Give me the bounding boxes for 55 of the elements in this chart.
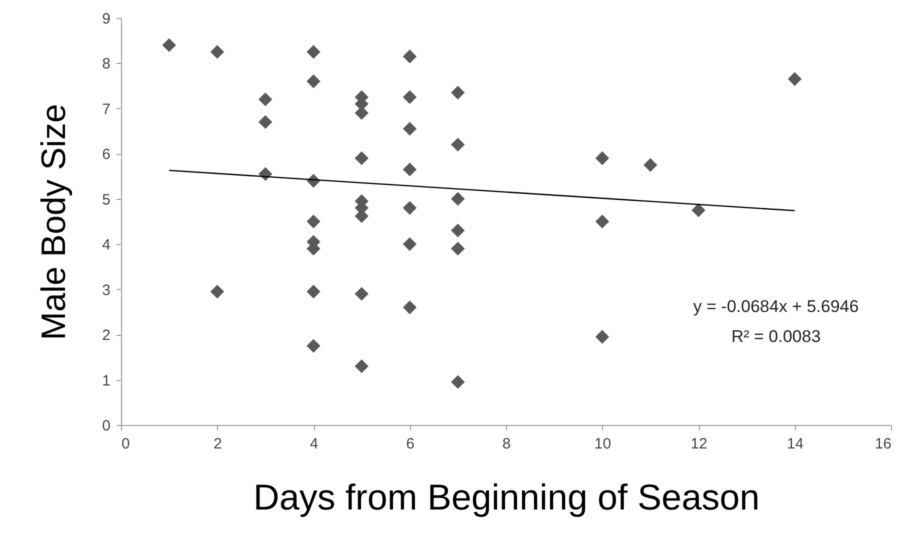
point bbox=[595, 330, 610, 344]
point bbox=[450, 242, 465, 256]
x-tick-label: 0 bbox=[122, 436, 130, 452]
y-tick-label: 3 bbox=[102, 282, 110, 299]
x-tick-label: 8 bbox=[502, 436, 511, 452]
x-axis-title: Days from Beginning of Season bbox=[253, 476, 760, 518]
point bbox=[450, 192, 465, 206]
y-tick-label: 6 bbox=[102, 146, 110, 164]
point bbox=[306, 338, 320, 353]
x-tick-label: 16 bbox=[874, 436, 892, 452]
point bbox=[354, 286, 369, 301]
annotation: R² = 0.0083 bbox=[731, 327, 821, 346]
x-tick-label: 4 bbox=[310, 436, 318, 452]
point bbox=[402, 122, 417, 136]
x-tick-label: 12 bbox=[690, 436, 708, 452]
point bbox=[595, 151, 610, 166]
point bbox=[450, 224, 465, 238]
point bbox=[450, 138, 465, 152]
point bbox=[210, 45, 224, 59]
x-tick-label: 2 bbox=[214, 436, 222, 452]
y-tick-label: 5 bbox=[102, 191, 110, 208]
point bbox=[692, 203, 706, 218]
y-axis-title: Male Body Size bbox=[35, 104, 74, 340]
point bbox=[354, 151, 369, 166]
point bbox=[788, 72, 802, 86]
y-tick-label: 2 bbox=[102, 327, 110, 344]
point bbox=[595, 214, 610, 228]
y-tick-label: 7 bbox=[102, 100, 110, 118]
point bbox=[162, 38, 176, 52]
x-tick-label: 10 bbox=[594, 436, 612, 452]
point bbox=[643, 158, 658, 172]
point bbox=[402, 201, 417, 215]
point bbox=[402, 50, 417, 64]
y-tick-label: 0 bbox=[102, 418, 110, 434]
point bbox=[450, 86, 465, 100]
x-tick-label: 14 bbox=[786, 436, 804, 452]
point bbox=[306, 74, 320, 88]
point bbox=[402, 300, 417, 314]
y-tick-label: 4 bbox=[102, 236, 110, 254]
point bbox=[306, 284, 320, 298]
point bbox=[402, 162, 417, 176]
point bbox=[402, 237, 417, 252]
y-tick-label: 1 bbox=[102, 372, 110, 390]
point bbox=[450, 375, 465, 389]
x-tick-label: 6 bbox=[406, 436, 414, 452]
y-tick-label: 8 bbox=[102, 56, 110, 73]
point bbox=[306, 214, 320, 228]
point bbox=[210, 284, 224, 298]
y-tick-label: 9 bbox=[102, 10, 110, 28]
point bbox=[306, 45, 320, 59]
point bbox=[354, 359, 369, 374]
point bbox=[258, 92, 272, 106]
point bbox=[402, 90, 417, 104]
point bbox=[258, 115, 272, 129]
annotation: y = -0.0684x + 5.6946 bbox=[693, 297, 859, 316]
